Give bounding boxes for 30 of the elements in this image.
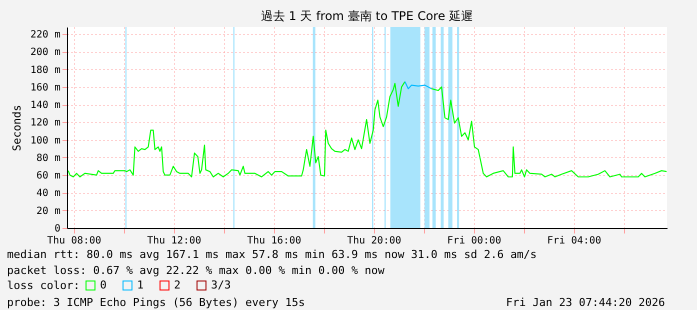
text: probe: 3 ICMP Echo Pings (56 Bytes) every 15s (7, 296, 306, 309)
y-tick-label: 40 m (36, 188, 60, 200)
x-tick-label: Thu 16:00 (247, 236, 302, 246)
y-tick-label: 100 m (30, 135, 60, 146)
text: Fri Jan 23 07:44:20 2026 (506, 296, 665, 309)
y-tick-label: 160 m (30, 82, 60, 94)
line-series (404, 81, 432, 90)
y-tick-label: 220 m (30, 30, 60, 41)
x-tick-label: Fri 00:00 (447, 236, 502, 246)
y-tick-label: 200 m (30, 47, 60, 58)
y-tick-label: 20 m (36, 206, 60, 217)
legend-label: 2 (174, 278, 181, 292)
y-tick-label: 140 m (30, 100, 60, 112)
text: packet loss: 0.67 % avg 22.22 % max 0.00 % min 0.00 % now (7, 264, 385, 277)
y-tick-label: 80 m (36, 152, 60, 164)
legend-label: 3/3 (211, 278, 231, 292)
legend-label: 0 (100, 278, 107, 292)
x-tick-label: Thu 20:00 (347, 236, 402, 246)
x-tick-label: Thu 12:00 (147, 236, 202, 246)
legend-title: loss color: (7, 279, 80, 292)
chart-title: 過去 1 天 from 臺南 to TPE Core 延遲 (260, 9, 474, 23)
legend-label: 1 (137, 278, 144, 292)
y-tick-label: 180 m (30, 64, 60, 76)
y-tick-label: 120 m (30, 118, 60, 129)
y-tick-label: 0 (54, 224, 60, 234)
text: median rtt: 80.0 ms avg 167.1 ms max 57.8 ms min 63.9 ms now 31.0 ms sd 2.6 am/s (7, 248, 537, 261)
x-tick-label: Thu 08:00 (47, 236, 102, 246)
y-tick-label: 60 m (36, 170, 60, 182)
y-axis-title: Seconds (10, 104, 24, 152)
x-tick-label: Fri 04:00 (547, 236, 602, 246)
